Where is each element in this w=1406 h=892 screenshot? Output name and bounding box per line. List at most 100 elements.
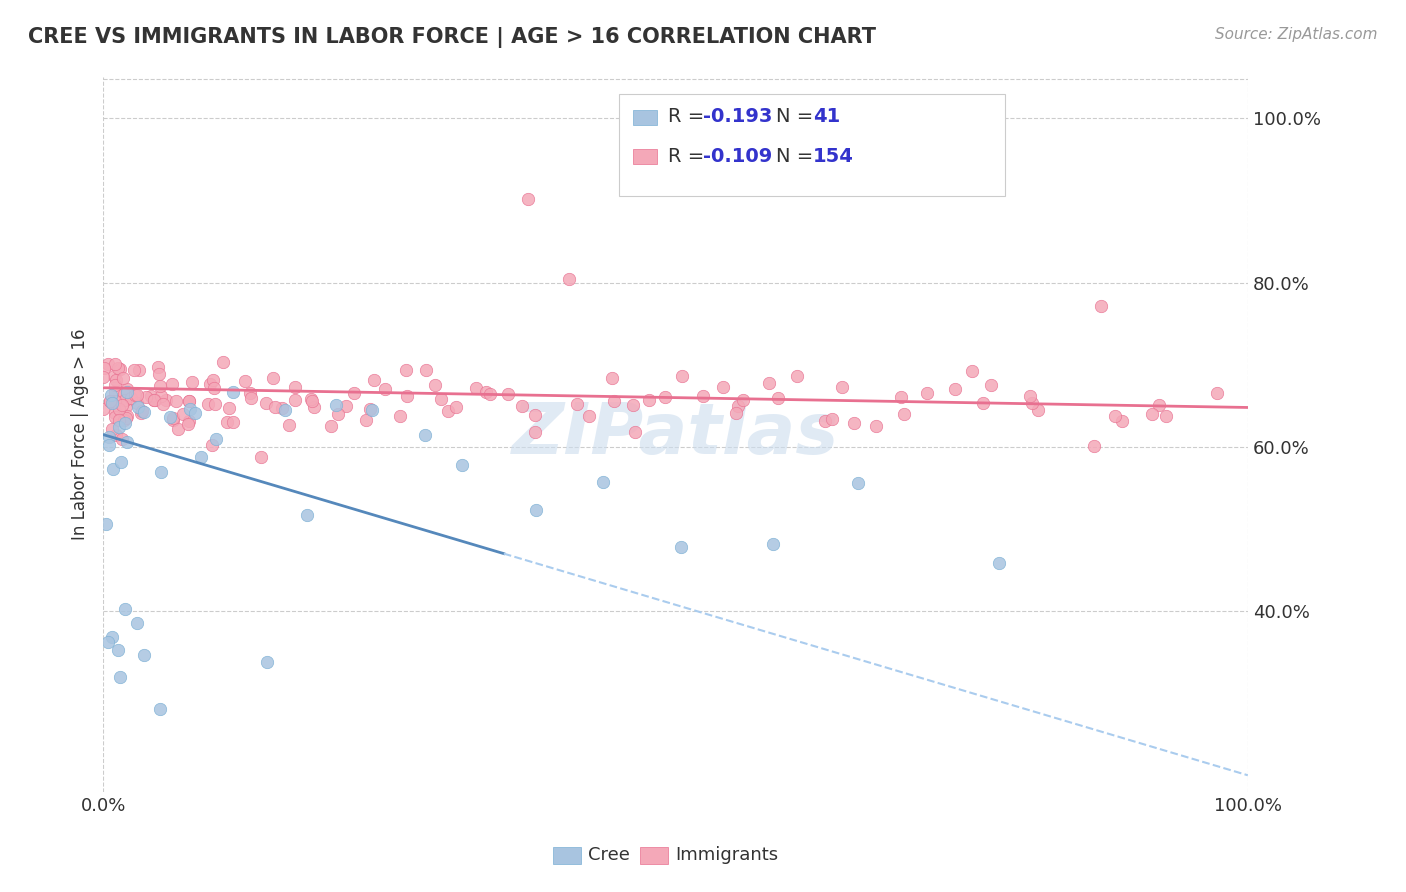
Point <box>389 409 412 423</box>
Point <box>155 392 177 407</box>
Point <box>524 409 547 423</box>
Point <box>152 397 174 411</box>
Point <box>262 370 284 384</box>
Point <box>104 428 127 442</box>
Point <box>600 371 623 385</box>
Point <box>162 413 184 427</box>
Point <box>446 400 468 414</box>
Point <box>890 390 912 404</box>
Point <box>335 399 357 413</box>
Point <box>415 427 437 442</box>
Point <box>284 392 307 407</box>
Point <box>758 376 780 390</box>
Point <box>132 648 155 662</box>
Point <box>1090 299 1112 313</box>
Point <box>343 386 366 401</box>
Point <box>100 388 122 402</box>
Point <box>221 384 243 399</box>
Point <box>394 363 416 377</box>
Point <box>135 391 157 405</box>
Point <box>166 422 188 436</box>
Point <box>160 377 183 392</box>
Point <box>724 406 747 420</box>
Text: 154: 154 <box>813 146 853 166</box>
Point <box>762 536 785 550</box>
Text: Source: ZipAtlas.com: Source: ZipAtlas.com <box>1215 27 1378 42</box>
Point <box>94 517 117 532</box>
Point <box>592 475 614 489</box>
Point <box>711 380 734 394</box>
Point <box>108 671 131 685</box>
Point <box>177 414 200 428</box>
Point <box>558 272 581 286</box>
Point <box>943 382 966 396</box>
Point <box>177 417 200 431</box>
Point <box>395 389 418 403</box>
Point <box>1147 398 1170 412</box>
Point <box>1083 439 1105 453</box>
Point <box>98 430 121 444</box>
Point <box>179 402 201 417</box>
Point <box>524 425 547 440</box>
Point <box>524 503 547 517</box>
Point <box>692 389 714 403</box>
Point <box>361 403 384 417</box>
Point <box>108 419 131 434</box>
Point <box>987 556 1010 570</box>
Point <box>201 438 224 452</box>
Point <box>326 407 349 421</box>
Point <box>97 438 120 452</box>
Text: R =: R = <box>668 146 710 166</box>
Point <box>222 415 245 429</box>
Text: N =: N = <box>776 146 820 166</box>
Point <box>104 393 127 408</box>
Point <box>179 393 201 408</box>
Point <box>112 370 135 384</box>
Point <box>183 406 205 420</box>
Text: N =: N = <box>776 107 820 127</box>
Point <box>149 466 172 480</box>
Point <box>115 382 138 396</box>
Point <box>731 392 754 407</box>
Point <box>204 397 226 411</box>
Point <box>205 432 228 446</box>
Point <box>149 702 172 716</box>
Point <box>115 400 138 414</box>
Point <box>97 635 120 649</box>
Point <box>669 540 692 554</box>
Point <box>104 406 127 420</box>
Point <box>654 390 676 404</box>
Point <box>510 399 533 413</box>
Point <box>299 392 322 406</box>
Point <box>727 399 749 413</box>
Point <box>114 392 136 407</box>
Point <box>172 407 194 421</box>
Point <box>200 376 222 391</box>
Point <box>112 387 135 401</box>
Point <box>97 357 120 371</box>
Point <box>101 395 124 409</box>
Point <box>1206 386 1229 401</box>
Point <box>429 392 451 406</box>
Point <box>110 362 132 376</box>
Point <box>212 355 235 369</box>
Y-axis label: In Labor Force | Age > 16: In Labor Force | Age > 16 <box>72 329 89 541</box>
Point <box>139 389 162 403</box>
Point <box>1154 409 1177 424</box>
Point <box>104 409 127 424</box>
Point <box>117 409 139 423</box>
Point <box>127 400 149 414</box>
Point <box>271 401 294 415</box>
Point <box>1019 389 1042 403</box>
Point <box>103 462 125 476</box>
Point <box>201 373 224 387</box>
Point <box>415 362 437 376</box>
Point <box>114 602 136 616</box>
Point <box>98 393 121 408</box>
Point <box>240 391 263 405</box>
Point <box>962 364 984 378</box>
Point <box>1111 414 1133 428</box>
Point <box>110 432 132 446</box>
Point <box>786 368 808 383</box>
Point <box>831 380 853 394</box>
